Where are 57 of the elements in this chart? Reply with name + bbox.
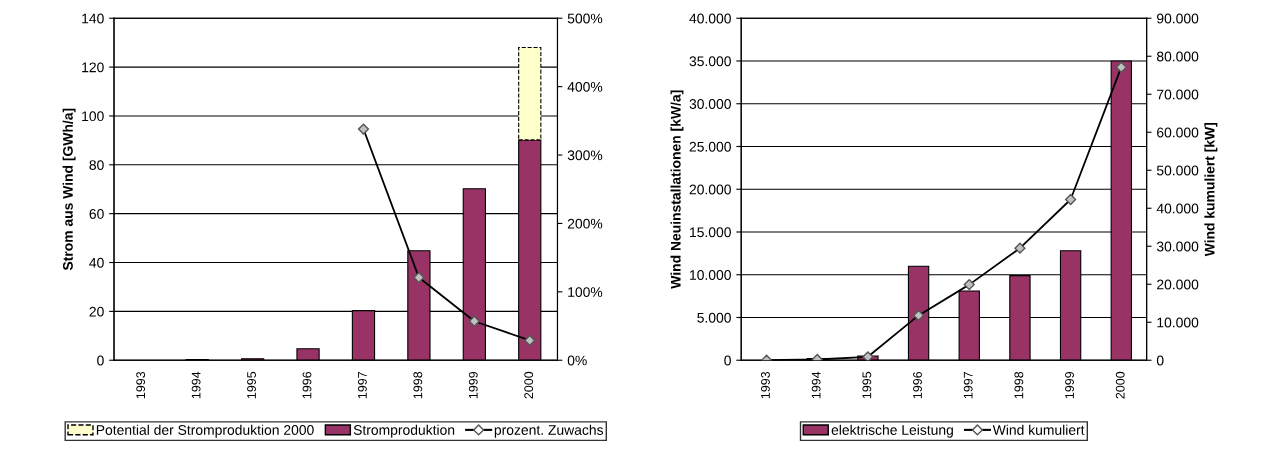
y-tick-label: 20 [89,306,104,317]
y-tick-label: 100 [82,111,104,122]
y2-tick-label: 40.000 [1156,203,1199,214]
y-axis-title: Strom aus Wind [GWh/a] [62,108,76,271]
y2-tick-label: 70.000 [1157,89,1199,100]
y-tick-label: 0 [97,355,104,366]
x-tick-label: 1993 [136,371,146,399]
x-tick-label: 1997 [963,371,973,399]
y2-tick-label: 60.000 [1157,127,1199,138]
y2-tick-label: 500% [567,13,603,24]
y-tick-label: 40 [89,257,104,268]
legend-label: Stromproduktion [353,424,455,438]
y-tick-label: 30.000 [689,99,731,109]
y-tick-label: 15.000 [690,227,731,238]
legend-label: prozent. Zuwachs [494,424,604,438]
legend-label: Potential der Stromproduktion 2000 [96,424,314,438]
y-tick-label: 120 [82,62,104,73]
y2-tick-label: 100% [568,287,603,298]
x-tick-label: 1998 [413,371,423,399]
y2-tick-label: 0% [567,355,587,366]
y-tick-label: 0 [724,355,731,366]
y-tick-label: 35.000 [689,56,731,67]
y2-tick-label: 10.000 [1157,317,1199,328]
y2-tick-label: 30.000 [1156,241,1199,252]
x-tick-label: 1999 [1065,371,1074,399]
x-tick-label: 2000 [524,371,534,399]
y2-tick-label: 300% [567,150,603,161]
y-tick-label: 40.000 [689,13,731,24]
y2-tick-label: 400% [567,81,603,92]
y-tick-label: 60 [89,209,104,219]
y2-tick-label: 20.000 [1157,279,1199,290]
y2-tick-label: 90.000 [1157,13,1199,24]
x-tick-label: 1994 [191,371,201,399]
legend-label: elektrische Leistung [831,424,953,438]
x-tick-label: 1994 [811,371,821,399]
y-tick-label: 5.000 [697,312,731,323]
x-tick-label: 1999 [468,371,478,399]
x-tick-label: 2000 [1115,371,1125,399]
y2-tick-label: 50.000 [1156,165,1199,176]
x-tick-label: 1998 [1014,371,1024,399]
y-tick-label: 25.000 [689,141,731,152]
legend-label: Wind kumuliert [992,424,1085,435]
x-tick-label: 1995 [247,371,256,399]
y-tick-label: 20.000 [689,184,731,195]
x-tick-label: 1996 [913,371,922,399]
y2-axis-title: Wind kumuliert [kW] [1204,122,1218,257]
y-tick-label: 10.000 [690,270,731,280]
y2-tick-label: 0 [1156,355,1164,366]
x-tick-label: 1996 [302,371,312,399]
x-tick-label: 1993 [761,371,770,399]
y-tick-label: 80 [89,160,104,170]
x-tick-label: 1997 [357,371,367,399]
y2-tick-label: 200% [567,218,603,229]
y2-tick-label: 80.000 [1156,51,1199,62]
y-tick-label: 140 [82,13,104,24]
x-tick-label: 1995 [862,371,872,399]
y-axis-title: Wind Neuinstallationen [kW/a] [670,90,684,289]
